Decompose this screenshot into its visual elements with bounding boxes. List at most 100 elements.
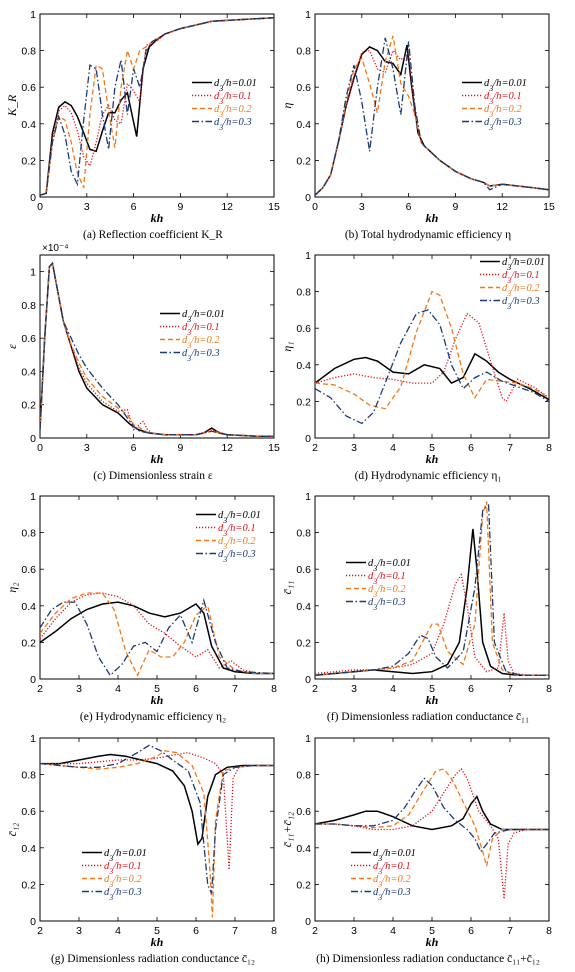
y-tick-label: 0.4 [21, 843, 36, 855]
y-axis-label: η [280, 102, 294, 108]
legend-label: d3/h=0.3 [373, 887, 411, 902]
x-tick-label: 6 [406, 201, 412, 213]
x-tick-label: 9 [452, 201, 458, 213]
y-tick-label: 0.2 [296, 637, 311, 649]
x-tick-label: 3 [76, 925, 82, 937]
chart-panel-f: 2 3 4 5 6 7 8 0 0.2 0.4 0.6 0.8 1 kh c̄₁₁ (f) Dimension… [280, 491, 552, 723]
x-tick-label: 3 [84, 201, 90, 213]
y-tick-label: 0.6 [21, 82, 36, 94]
y-tick-label: 0.6 [296, 82, 311, 94]
x-tick-label: 3 [351, 925, 357, 937]
x-axis-label: kh [426, 693, 439, 707]
legend-label: d3/h=0.1 [484, 91, 522, 106]
series-line-2 [40, 261, 274, 437]
series-line-3 [40, 750, 274, 918]
legend-label: d3/h=0.2 [373, 874, 411, 889]
x-tick-label: 2 [37, 925, 43, 937]
x-tick-label: 2 [312, 683, 318, 695]
legend-label: d3/h=0.01 [368, 558, 411, 573]
legend-label: d3/h=0.3 [214, 117, 252, 132]
series-line-2 [315, 768, 549, 900]
series-line-3 [315, 768, 549, 867]
y-tick-label: 0.2 [296, 396, 311, 408]
legend-label: d3/h=0.2 [502, 283, 540, 298]
x-tick-label: 8 [271, 683, 277, 695]
y-axis-label: ε [5, 344, 19, 349]
chart-panel-c: 0 3 6 9 12 15 0 0.2 0.4 0.6 0.8 1 kh ε ×10⁻⁴ (c) Dimens… [5, 243, 280, 482]
x-axis-label: kh [151, 935, 164, 949]
x-tick-label: 5 [154, 925, 160, 937]
x-tick-label: 6 [131, 201, 137, 213]
x-tick-label: 6 [193, 925, 199, 937]
y-tick-label: 0.8 [21, 770, 36, 782]
legend-label: d3/h=0.1 [214, 91, 252, 106]
series-line-4 [40, 17, 274, 196]
x-tick-label: 6 [468, 442, 474, 454]
panel-caption: (c) Dimensionless strain ε [93, 470, 213, 482]
x-tick-label: 3 [351, 683, 357, 695]
chart-panel-e: 2 3 4 5 6 7 8 0 0.2 0.4 0.6 0.8 1 kh η₂ (e) Hydrodynami… [5, 491, 277, 723]
series-line-4 [315, 309, 549, 425]
y-tick-label: 0 [30, 192, 36, 204]
y-tick-label: 0.8 [21, 300, 36, 312]
y-tick-label: 0.8 [21, 46, 36, 58]
y-multiplier: ×10⁻⁴ [42, 243, 69, 254]
plot-frame [314, 495, 550, 680]
x-tick-label: 4 [390, 683, 396, 695]
x-tick-label: 5 [429, 442, 435, 454]
legend-label: d3/h=0.3 [218, 549, 256, 564]
chart-panel-a: 0 3 6 9 12 15 0 0.2 0.4 0.6 0.8 1 kh K_R (a) Reflectio… [5, 9, 280, 241]
y-tick-label: 0.6 [21, 564, 36, 576]
y-tick-label: 0.8 [21, 528, 36, 540]
series-line-4 [40, 261, 274, 437]
x-tick-label: 15 [268, 201, 280, 213]
y-tick-label: 0.6 [21, 806, 36, 818]
y-tick-label: 0.2 [296, 155, 311, 167]
series-line-2 [40, 592, 274, 675]
series-line-1 [315, 795, 549, 831]
y-tick-label: 1 [30, 733, 36, 745]
legend-label: d3/h=0.1 [373, 861, 411, 876]
y-tick-label: 1 [30, 267, 36, 279]
plot-frame [39, 254, 275, 439]
y-tick-label: 0.2 [21, 400, 36, 412]
x-tick-label: 6 [193, 683, 199, 695]
legend-label: d3/h=0.3 [182, 348, 220, 363]
x-tick-label: 0 [37, 442, 43, 454]
x-tick-label: 7 [507, 442, 513, 454]
legend-label: d3/h=0.01 [182, 309, 225, 324]
chart-panel-d: 2 3 4 5 6 7 8 0 0.2 0.4 0.6 0.8 1 kh η₁ (d) Hydrodynami… [280, 250, 552, 482]
legend-label: d3/h=0.01 [502, 257, 545, 272]
x-tick-label: 4 [115, 683, 121, 695]
y-axis-label: c̄₁₁+c̄₁₂ [280, 812, 294, 847]
y-tick-label: 0.4 [21, 366, 36, 378]
x-tick-label: 7 [232, 683, 238, 695]
x-tick-label: 8 [271, 925, 277, 937]
y-tick-label: 0.8 [296, 287, 311, 299]
x-tick-label: 7 [507, 683, 513, 695]
series-line-3 [315, 35, 549, 196]
y-tick-label: 0.6 [21, 333, 36, 345]
y-axis-label: K_R [5, 94, 19, 117]
series-line-1 [315, 352, 549, 401]
series-line-2 [315, 312, 549, 403]
legend-label: d3/h=0.01 [218, 510, 261, 525]
x-tick-label: 3 [76, 683, 82, 695]
legend-label: d3/h=0.1 [104, 861, 142, 876]
legend-label: d3/h=0.2 [218, 536, 256, 551]
series-line-1 [40, 261, 274, 438]
legend-label: d3/h=0.1 [218, 523, 256, 538]
x-tick-label: 12 [496, 201, 508, 213]
x-axis-label: kh [151, 452, 164, 466]
legend-label: d3/h=0.01 [214, 78, 257, 93]
x-tick-label: 2 [312, 925, 318, 937]
series-line-1 [40, 753, 274, 846]
x-tick-label: 5 [154, 683, 160, 695]
x-tick-label: 3 [359, 201, 365, 213]
